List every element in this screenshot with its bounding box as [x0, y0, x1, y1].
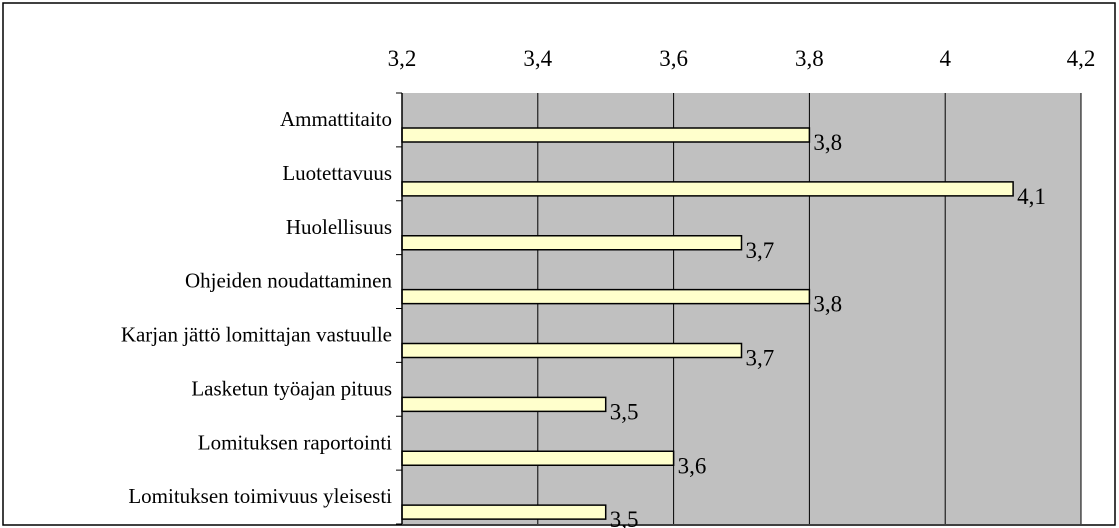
bars	[401, 127, 1014, 520]
bar	[401, 181, 1014, 197]
bar	[401, 450, 675, 466]
data-label: 3,8	[813, 292, 842, 317]
data-label: 4,1	[1017, 184, 1046, 209]
data-label: 3,8	[813, 130, 842, 155]
data-label: 3,5	[610, 399, 639, 424]
bar	[401, 504, 607, 520]
category-label: Huolellisuus	[286, 215, 392, 239]
data-label: 3,5	[610, 507, 639, 528]
data-label: 3,6	[678, 453, 707, 478]
category-label: Ammattitaito	[280, 107, 392, 131]
x-tick-label: 3,6	[659, 46, 688, 71]
bar	[401, 288, 811, 305]
x-tick-label: 4,2	[1067, 46, 1096, 71]
category-label: Luotettavuus	[282, 161, 392, 185]
bar	[401, 342, 743, 359]
category-labels: Ammattitaito Luotettavuus Huolellisuus Ohje…	[121, 107, 393, 508]
data-label: 3,7	[746, 238, 775, 263]
bar	[401, 235, 743, 251]
category-label: Lomituksen toimivuus yleisesti	[128, 484, 392, 508]
bar	[401, 127, 811, 143]
category-label: Ohjeiden noudattaminen	[185, 269, 393, 293]
category-label: Lomituksen raportointi	[198, 430, 392, 454]
bar	[401, 396, 607, 413]
x-tick-label: 3,2	[388, 46, 417, 71]
x-tick-label: 3,4	[523, 46, 552, 71]
category-label: Lasketun työajan pituus	[191, 376, 392, 400]
x-tick-label: 4	[939, 46, 951, 71]
data-label: 3,7	[746, 346, 775, 371]
data-labels: 3,8 4,1 3,7 3,8 3,7 3,5 3,6 3,5	[610, 130, 1046, 528]
x-tick-label: 3,8	[795, 46, 824, 71]
x-axis-ticks: 3,2 3,4 3,6 3,8 4 4,2	[388, 46, 1096, 71]
y-axis-ticks	[396, 92, 402, 525]
category-label: Karjan jättö lomittajan vastuulle	[121, 323, 392, 347]
